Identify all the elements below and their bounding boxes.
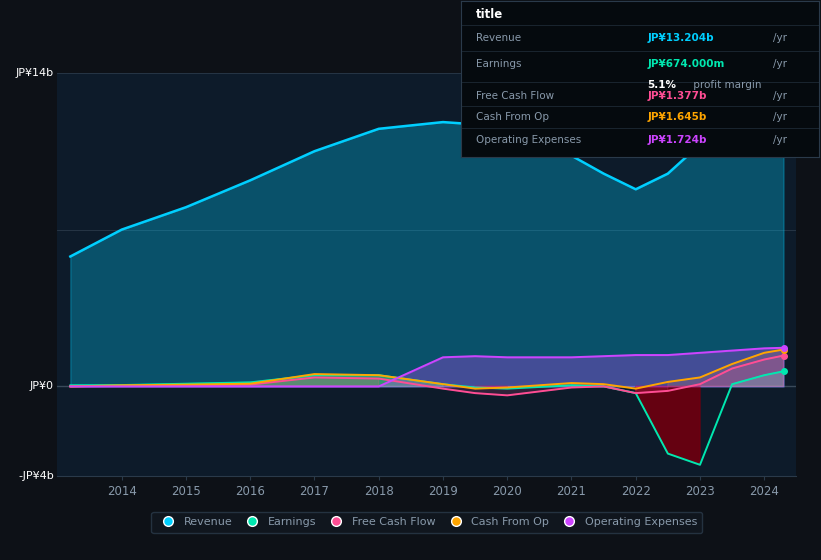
Text: profit margin: profit margin — [690, 80, 762, 90]
Text: /yr: /yr — [773, 134, 787, 144]
Text: /yr: /yr — [773, 59, 787, 69]
Text: /yr: /yr — [773, 91, 787, 101]
Text: JP¥1.645b: JP¥1.645b — [648, 112, 707, 122]
Text: /yr: /yr — [773, 34, 787, 44]
Text: JP¥1.724b: JP¥1.724b — [648, 134, 707, 144]
Text: Earnings: Earnings — [475, 59, 521, 69]
Text: JP¥674.000m: JP¥674.000m — [648, 59, 725, 69]
Text: /yr: /yr — [773, 112, 787, 122]
Text: JP¥14b: JP¥14b — [16, 68, 54, 78]
Text: Free Cash Flow: Free Cash Flow — [475, 91, 554, 101]
Text: 5.1%: 5.1% — [648, 80, 677, 90]
Text: JP¥0: JP¥0 — [30, 381, 54, 391]
Text: JP¥1.377b: JP¥1.377b — [648, 91, 707, 101]
Text: title: title — [475, 8, 503, 21]
Text: -JP¥4b: -JP¥4b — [18, 471, 54, 481]
Text: Cash From Op: Cash From Op — [475, 112, 548, 122]
Text: Revenue: Revenue — [475, 34, 521, 44]
Legend: Revenue, Earnings, Free Cash Flow, Cash From Op, Operating Expenses: Revenue, Earnings, Free Cash Flow, Cash … — [151, 512, 703, 533]
Text: JP¥13.204b: JP¥13.204b — [648, 34, 714, 44]
Text: Operating Expenses: Operating Expenses — [475, 134, 581, 144]
